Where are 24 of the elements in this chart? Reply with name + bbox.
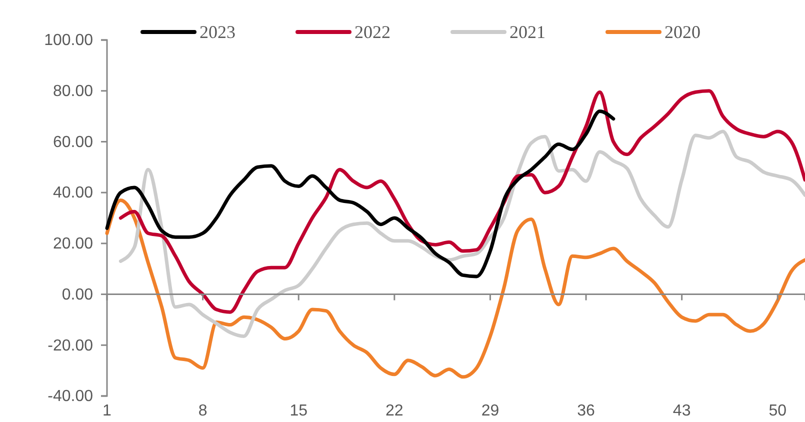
y-tick-label: 80.00 xyxy=(52,82,94,100)
x-tick-label: 15 xyxy=(290,402,308,420)
y-tick-label: 60.00 xyxy=(52,134,94,151)
y-tick-label: -20.00 xyxy=(48,337,94,354)
y-tick-label: 0.00 xyxy=(62,286,94,304)
y-tick-label: -40.00 xyxy=(48,388,94,406)
x-tick-label: 36 xyxy=(577,402,596,420)
legend-label: 2023 xyxy=(200,22,236,42)
x-tick-label: 43 xyxy=(672,402,691,420)
line-series xyxy=(105,198,805,379)
line-series xyxy=(118,89,805,314)
y-tick-label: 20.00 xyxy=(52,236,94,253)
legend-label: 2020 xyxy=(664,22,700,42)
x-tick-label: 22 xyxy=(386,402,404,420)
y-tick-label: 100.00 xyxy=(44,32,94,50)
line-series xyxy=(105,109,616,278)
line-series xyxy=(118,130,805,338)
y-tick-label: 40.00 xyxy=(52,184,94,202)
legend-label: 2022 xyxy=(354,22,390,42)
x-tick-label: 50 xyxy=(768,402,787,420)
legend-label: 2021 xyxy=(510,22,546,42)
x-tick-label: 1 xyxy=(102,402,112,420)
x-tick-label: 29 xyxy=(481,402,500,420)
x-tick-label: 8 xyxy=(198,402,208,420)
